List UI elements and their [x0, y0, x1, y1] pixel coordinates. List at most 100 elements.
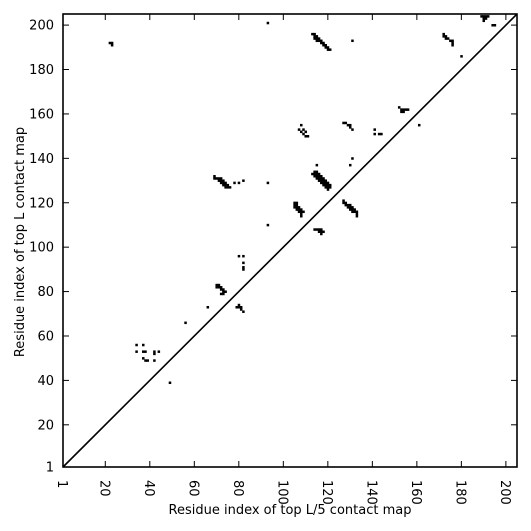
contact-cell [300, 214, 303, 218]
y-tick-label: 80 [37, 285, 54, 300]
contact-cell [142, 343, 145, 347]
contact-cell [324, 181, 328, 185]
contact-cell [222, 290, 225, 293]
contact-cell [224, 290, 227, 293]
contact-cell [348, 203, 352, 207]
contact-cell [302, 210, 305, 214]
contact-cell [326, 181, 330, 185]
x-tick-label: 120 [319, 480, 334, 505]
contact-cell [342, 121, 345, 125]
contact-cell [317, 172, 321, 176]
contact-cell [153, 350, 156, 353]
contact-cell [315, 35, 319, 38]
x-tick-label: 80 [230, 480, 245, 497]
contact-cell [482, 17, 486, 20]
contact-cell [324, 183, 328, 187]
contact-cell [315, 175, 319, 178]
contact-cell [320, 41, 323, 45]
contact-cell [302, 132, 305, 136]
contact-cell [266, 223, 270, 227]
contact-cell [239, 306, 243, 309]
contact-cell [297, 128, 301, 131]
contact-cell [322, 43, 325, 47]
contact-cell [444, 37, 448, 40]
contact-cell [313, 37, 316, 40]
x-tick-label: 180 [452, 480, 467, 505]
contact-cell [300, 210, 303, 214]
contact-cell [317, 179, 321, 182]
contact-cell [493, 24, 497, 27]
contact-cell [304, 135, 307, 138]
contact-cell [266, 21, 270, 25]
contact-cell [402, 110, 405, 114]
contact-cell [144, 350, 147, 353]
contact-cell [322, 230, 325, 234]
contact-cell [313, 172, 316, 176]
contact-cell [348, 126, 352, 129]
contact-cell [235, 306, 238, 309]
contact-cell [213, 175, 216, 178]
y-tick-label: 20 [37, 418, 54, 433]
contact-cell [351, 39, 354, 43]
contact-cell [313, 32, 316, 36]
contact-cell [320, 177, 323, 180]
contact-cell [142, 350, 145, 353]
contact-cell [377, 132, 381, 136]
contact-cell [224, 181, 227, 185]
x-axis-label: Residue index of top L/5 contact map [169, 503, 412, 518]
contact-cell [320, 232, 323, 236]
contact-cell [315, 177, 319, 180]
contact-cell [315, 37, 319, 40]
contact-cell [144, 359, 147, 362]
contact-cell [315, 39, 319, 43]
contact-cell [351, 210, 354, 214]
contact-cell [293, 206, 296, 209]
y-tick-label: 200 [29, 19, 54, 34]
contact-cell [380, 132, 383, 136]
x-tick-label: 1 [54, 480, 69, 488]
contact-cell [153, 352, 156, 356]
contact-cell [451, 43, 454, 47]
contact-cell [311, 32, 314, 36]
contact-cell [233, 181, 236, 185]
contact-cell [317, 230, 321, 234]
contact-cell [326, 48, 330, 51]
contact-cell [320, 39, 323, 43]
contact-cell [222, 183, 225, 187]
contact-cell [217, 179, 221, 182]
contact-cell [400, 108, 403, 111]
contact-cell [217, 177, 221, 180]
contact-cell [313, 35, 316, 38]
contact-cell [324, 179, 328, 182]
contact-cell [295, 206, 299, 209]
contact-cell [320, 228, 323, 231]
contact-cell [324, 43, 328, 47]
contact-cell [313, 170, 316, 174]
contact-cell [300, 130, 303, 134]
contact-cell [449, 39, 452, 43]
contact-cell [346, 203, 350, 207]
contact-cells [108, 15, 497, 385]
contact-cell [206, 306, 210, 309]
contact-cell [351, 157, 354, 160]
contact-cell [322, 41, 325, 45]
y-axis-label: Residue index of top L contact map [13, 127, 28, 357]
contact-cell [184, 321, 187, 325]
contact-cell [297, 210, 301, 214]
contact-cell [219, 179, 223, 182]
contact-cell [295, 208, 299, 211]
contact-cell [110, 41, 114, 45]
contact-cell [373, 132, 376, 136]
contact-cell [222, 181, 225, 185]
contact-cell [135, 350, 138, 353]
y-tick-label: 40 [37, 374, 54, 389]
contact-cell [242, 261, 245, 265]
contact-cell [237, 306, 241, 309]
contact-cell [242, 254, 245, 258]
y-tick-label: 100 [29, 241, 54, 256]
contact-cell [239, 308, 243, 311]
contact-cell [293, 201, 296, 205]
contact-cell [320, 181, 323, 185]
contact-cell [237, 254, 241, 258]
y-tick-label: 1 [46, 461, 54, 476]
